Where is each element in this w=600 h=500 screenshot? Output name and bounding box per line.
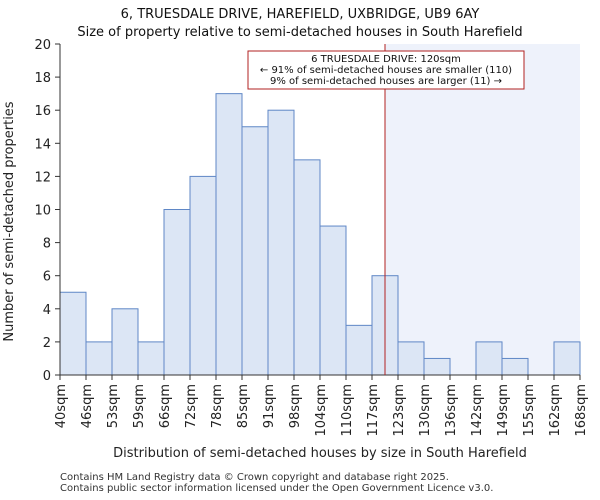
bar-59sqm — [137, 341, 165, 376]
x-tick-label: 142sqm — [470, 384, 485, 437]
y-tick-label: 16 — [34, 104, 51, 119]
x-tick-label: 40sqm — [54, 384, 69, 428]
y-tick-label: 8 — [43, 237, 51, 252]
annotation-smaller-text: ← 91% of semi-detached houses are smalle… — [260, 65, 512, 76]
footer: Contains HM Land Registry data © Crown c… — [60, 472, 493, 494]
bar-46sqm — [85, 341, 113, 376]
bar-149sqm — [501, 357, 529, 376]
y-tick-label: 6 — [43, 270, 51, 285]
x-tick-label: 46sqm — [80, 384, 95, 428]
y-tick-label: 14 — [34, 137, 51, 152]
x-tick-label: 66sqm — [158, 384, 173, 428]
annotation-box — [247, 50, 525, 90]
bar-162sqm — [553, 341, 581, 376]
y-tick-label: 12 — [34, 170, 51, 185]
x-tick-label: 91sqm — [262, 384, 277, 428]
footer-copyright: Contains HM Land Registry data © Crown c… — [60, 472, 449, 483]
bar-40sqm — [59, 291, 87, 376]
bar-142sqm — [475, 341, 503, 376]
x-tick-label: 123sqm — [392, 384, 407, 437]
y-tick-label: 2 — [43, 336, 51, 351]
bar-104sqm — [319, 225, 347, 376]
x-tick-label: 162sqm — [548, 384, 563, 437]
y-tick-label: 18 — [34, 71, 51, 86]
x-tick-label: 117sqm — [366, 384, 381, 437]
y-tick-label: 4 — [43, 303, 51, 318]
bar-66sqm — [163, 209, 191, 376]
y-tick-label: 20 — [34, 38, 51, 53]
chart-title-block: 6, TRUESDALE DRIVE, HAREFIELD, UXBRIDGE,… — [0, 6, 600, 42]
annotation-title: 6 TRUESDALE DRIVE: 120sqm — [311, 54, 461, 65]
bar-110sqm — [345, 324, 373, 376]
larger-region-shading — [385, 44, 580, 375]
bar-130sqm — [423, 357, 451, 376]
x-tick-label: 149sqm — [496, 384, 511, 437]
x-tick-label: 53sqm — [106, 384, 121, 428]
x-tick-label: 155sqm — [522, 384, 537, 437]
y-tick-label: 10 — [34, 204, 51, 219]
x-tick-label: 136sqm — [444, 384, 459, 437]
bar-98sqm — [293, 159, 321, 376]
x-tick-label: 85sqm — [236, 384, 251, 428]
x-tick-label: 130sqm — [418, 384, 433, 437]
chart-subtitle: Size of property relative to semi-detach… — [77, 25, 523, 40]
annotation-larger-text: 9% of semi-detached houses are larger (1… — [270, 76, 502, 87]
x-tick-label: 59sqm — [132, 384, 147, 428]
bar-91sqm — [267, 109, 295, 376]
x-tick-label: 168sqm — [574, 384, 589, 437]
x-tick-label: 110sqm — [340, 384, 355, 437]
bar-78sqm — [215, 93, 243, 376]
x-tick-label: 98sqm — [288, 384, 303, 428]
footer-licence: Contains public sector information licen… — [60, 483, 494, 494]
chart-title: 6, TRUESDALE DRIVE, HAREFIELD, UXBRIDGE,… — [120, 7, 480, 22]
x-tick-label: 104sqm — [314, 384, 329, 437]
x-axis-label: Distribution of semi-detached houses by … — [113, 446, 527, 461]
bar-85sqm — [241, 126, 269, 376]
bar-53sqm — [111, 308, 139, 376]
y-axis-label: Number of semi-detached properties — [2, 101, 17, 341]
y-tick-label: 0 — [43, 369, 51, 384]
x-tick-label: 72sqm — [184, 384, 199, 428]
bar-123sqm — [397, 341, 425, 376]
x-tick-label: 78sqm — [210, 384, 225, 428]
bar-72sqm — [189, 175, 217, 376]
